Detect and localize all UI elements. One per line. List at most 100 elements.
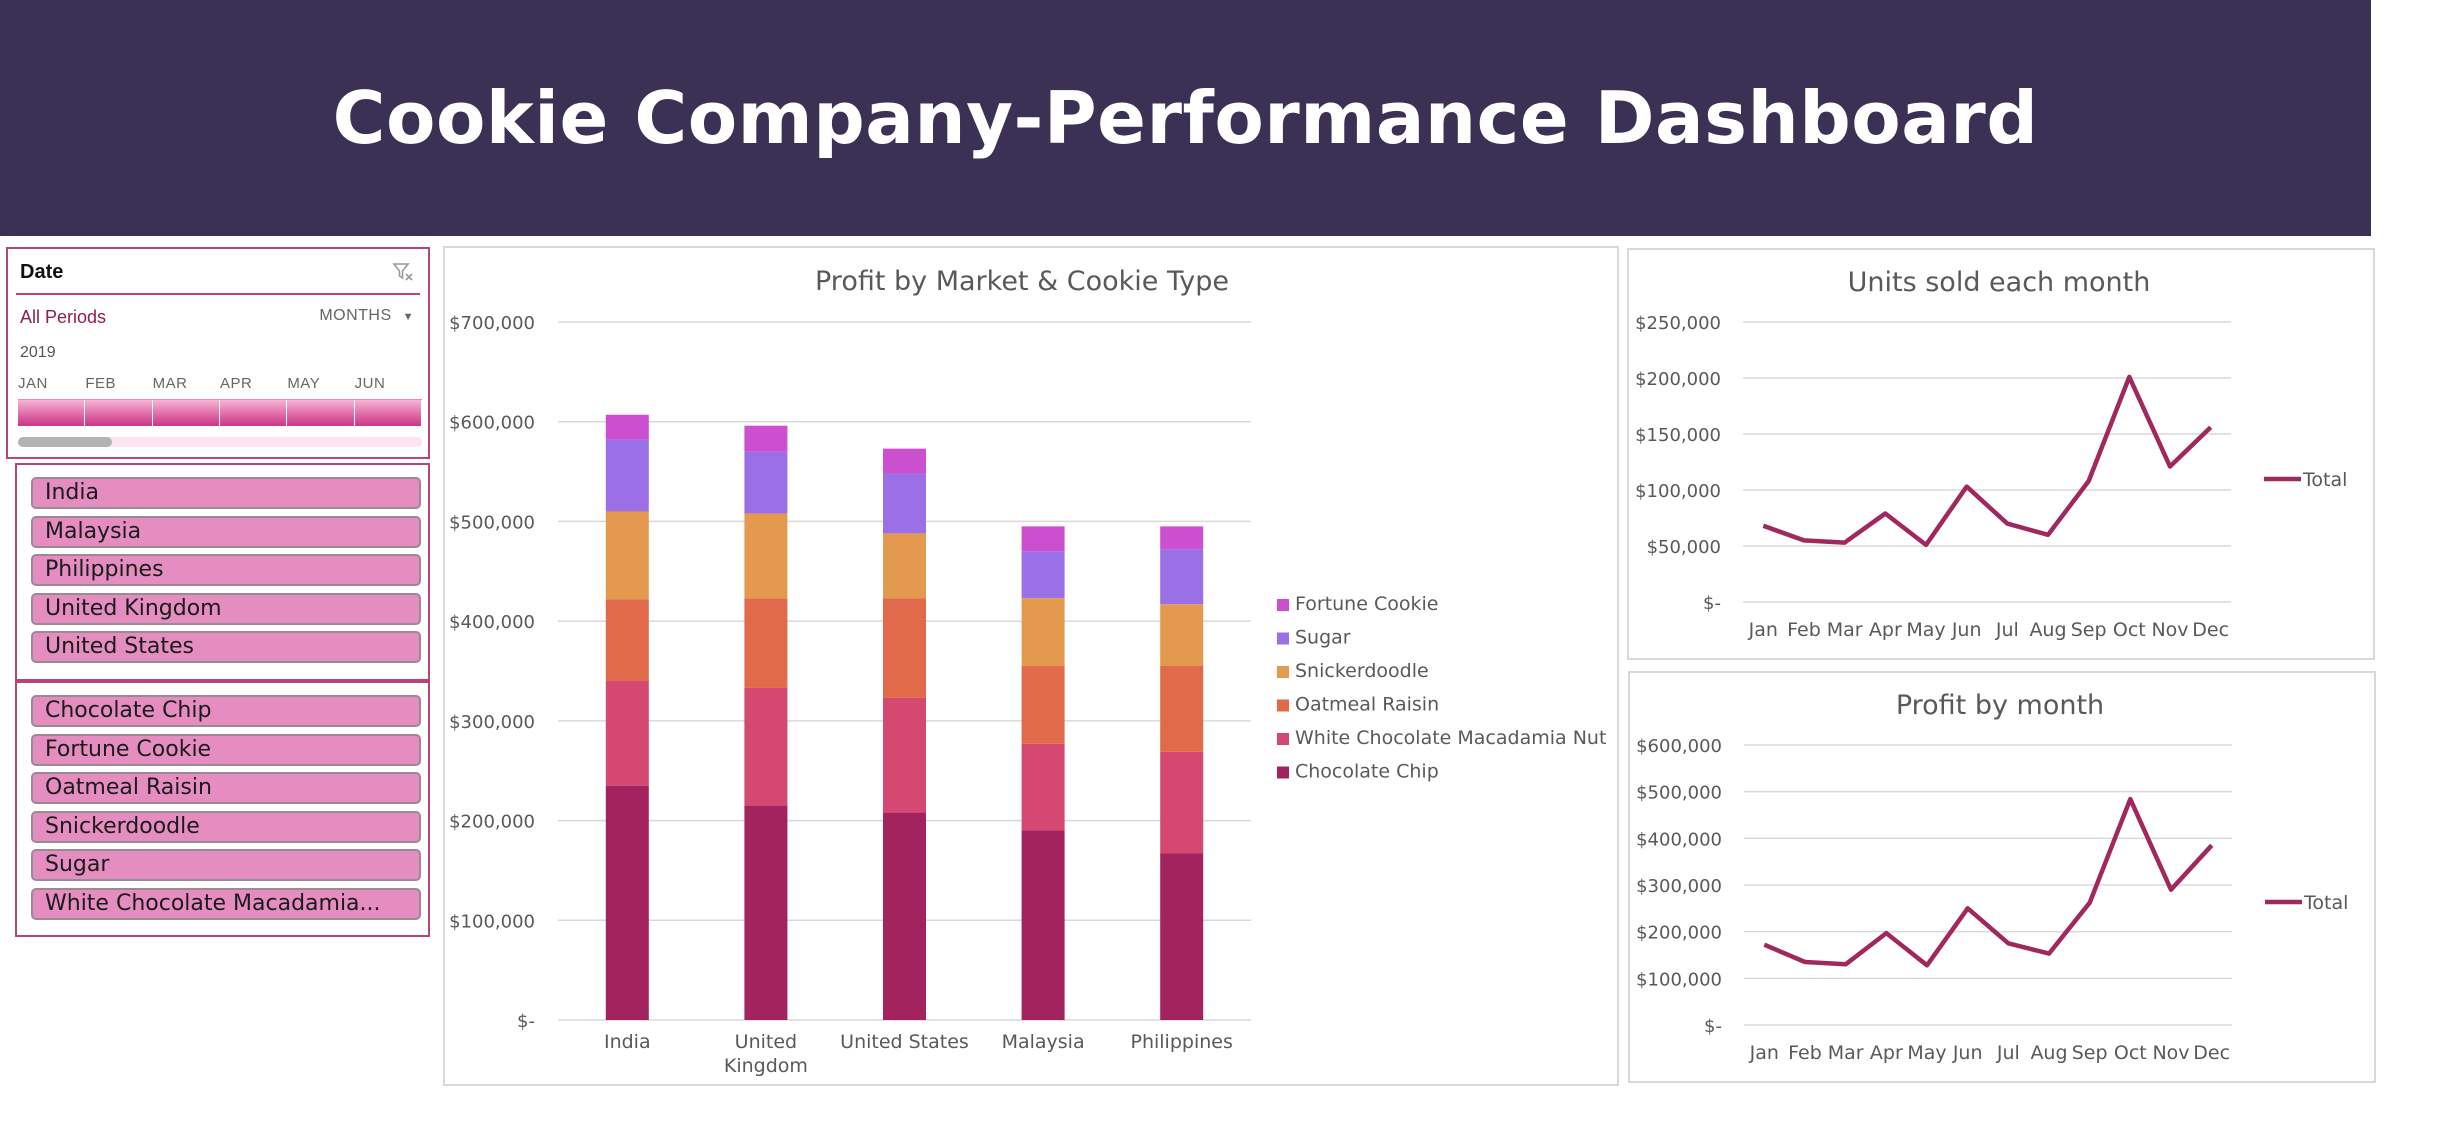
timeline-scroll-thumb[interactable] bbox=[18, 437, 112, 447]
slicer-item-united-states[interactable]: United States bbox=[31, 631, 421, 663]
month-label: APR bbox=[219, 375, 253, 392]
slicer-item-india[interactable]: India bbox=[31, 477, 421, 509]
x-tick-label: Malaysia bbox=[1002, 1031, 1085, 1053]
bar-segment bbox=[883, 448, 926, 474]
legend-label: Snickerdoodle bbox=[1295, 660, 1429, 682]
slicer-item-united-kingdom[interactable]: United Kingdom bbox=[31, 592, 421, 625]
bar-segment bbox=[1160, 549, 1204, 605]
x-tick-label: Jun bbox=[1951, 619, 1982, 641]
timeline-period-apr[interactable] bbox=[219, 400, 288, 426]
chart-title: Profit by Market & Cookie Type bbox=[815, 266, 1229, 297]
timeline-period-feb[interactable] bbox=[85, 400, 153, 426]
timeline-year: 2019 bbox=[20, 344, 56, 361]
bar-segment bbox=[605, 599, 649, 681]
y-tick-label: $200,000 bbox=[1635, 369, 1721, 390]
dashboard-header: Cookie Company-Performance Dashboard bbox=[0, 0, 2371, 236]
bar-segment bbox=[605, 414, 649, 440]
timeline-period-mar[interactable] bbox=[152, 400, 220, 426]
x-tick-label: Dec bbox=[2193, 1042, 2230, 1064]
legend-label: Fortune Cookie bbox=[1295, 593, 1438, 615]
x-tick-label: Jan bbox=[1749, 1042, 1779, 1064]
bar-segment bbox=[1021, 551, 1065, 599]
y-tick-label: $- bbox=[1704, 1016, 1722, 1037]
bar-segment bbox=[1021, 743, 1065, 831]
legend-label: Total bbox=[2303, 892, 2348, 914]
month-label: FEB bbox=[85, 375, 117, 392]
series-line bbox=[1763, 796, 2214, 968]
timeline-period-jun[interactable] bbox=[354, 400, 422, 426]
x-tick-label: Mar bbox=[1827, 619, 1863, 641]
bar-segment bbox=[605, 439, 649, 512]
profit-by-market-svg: Profit by Market & Cookie Type $- $100,000… bbox=[449, 266, 1606, 1077]
y-tick-label: $50,000 bbox=[1647, 537, 1721, 558]
caret-down-icon: ▼ bbox=[402, 311, 414, 323]
timeline-period-jan[interactable] bbox=[18, 400, 86, 426]
bar-segment bbox=[744, 687, 788, 806]
all-periods-label: All Periods bbox=[20, 307, 107, 327]
legend-swatch bbox=[1277, 599, 1289, 611]
slicer-item-philippines[interactable]: Philippines bbox=[31, 554, 421, 586]
y-tick-label: $100,000 bbox=[449, 911, 535, 932]
profit-by-month-chart: Profit by month $- $100,000 $200,000 $300,00… bbox=[1628, 671, 2376, 1083]
y-tick-label: $500,000 bbox=[449, 512, 535, 533]
timeline-divider bbox=[16, 293, 420, 295]
x-tick-label: Nov bbox=[2152, 1042, 2189, 1064]
y-tick-label: $600,000 bbox=[449, 413, 535, 434]
month-label: JAN bbox=[18, 375, 48, 392]
product-slicer: Chocolate Chip Fortune Cookie Oatmeal Ra… bbox=[15, 681, 430, 937]
legend-label: Total bbox=[2302, 469, 2347, 491]
legend-label: Oatmeal Raisin bbox=[1295, 694, 1439, 716]
y-tick-label: $400,000 bbox=[1636, 829, 1722, 850]
y-tick-label: $300,000 bbox=[1636, 876, 1722, 897]
slicer-item-fortune-cookie[interactable]: Fortune Cookie bbox=[31, 733, 421, 766]
bar-segment bbox=[605, 511, 649, 600]
x-tick-label: Jan bbox=[1748, 619, 1778, 641]
bar-segment bbox=[1021, 666, 1065, 744]
timeline-period-may[interactable] bbox=[287, 400, 355, 426]
slicer-item-white-chocolate-macadamia[interactable]: White Chocolate Macadamia... bbox=[31, 887, 421, 920]
bar-segment bbox=[605, 785, 649, 1020]
timeline-scroll-track[interactable] bbox=[18, 437, 422, 447]
date-timeline-slicer[interactable]: Date All Periods MONTHS ▼ 2019 JAN FEB M… bbox=[6, 247, 430, 459]
x-tick-label: Sep bbox=[2071, 619, 2107, 641]
slicer-item-snickerdoodle[interactable]: Snickerdoodle bbox=[31, 810, 421, 843]
time-level-label: MONTHS bbox=[319, 307, 392, 324]
clear-filter-icon[interactable] bbox=[392, 261, 414, 283]
x-tick-label: Aug bbox=[2030, 1042, 2067, 1064]
bar-segment bbox=[1160, 604, 1204, 667]
time-level-dropdown[interactable]: MONTHS ▼ bbox=[319, 307, 414, 325]
y-tick-label: $400,000 bbox=[449, 612, 535, 633]
y-tick-label: $600,000 bbox=[1636, 736, 1722, 757]
x-tick-label: Oct bbox=[2114, 1042, 2147, 1064]
legend-label: Sugar bbox=[1295, 627, 1351, 649]
chart-title: Units sold each month bbox=[1848, 267, 2151, 298]
month-label: MAR bbox=[152, 375, 188, 392]
x-tick-label: Aug bbox=[2029, 619, 2066, 641]
bar-segment bbox=[1021, 598, 1065, 667]
bar-segment bbox=[1160, 666, 1204, 752]
bar-segment bbox=[1160, 751, 1204, 854]
profit-by-market-chart: Profit by Market & Cookie Type $- $100,000… bbox=[443, 246, 1619, 1086]
y-tick-label: $200,000 bbox=[1636, 923, 1722, 944]
x-tick-label: Jul bbox=[1996, 1042, 2020, 1064]
x-tick-label: Nov bbox=[2151, 619, 2188, 641]
slicer-item-chocolate-chip[interactable]: Chocolate Chip bbox=[31, 695, 421, 727]
slicer-item-malaysia[interactable]: Malaysia bbox=[31, 515, 421, 548]
month-label: MAY bbox=[287, 375, 321, 392]
legend-swatch bbox=[1277, 666, 1289, 678]
legend-swatch bbox=[1277, 632, 1289, 645]
legend-swatch bbox=[1277, 699, 1289, 712]
x-tick-label: Oct bbox=[2113, 619, 2146, 641]
bar-segment bbox=[883, 473, 926, 534]
bar-segment bbox=[744, 805, 788, 1020]
y-tick-label: $- bbox=[1703, 593, 1721, 614]
bar-segment bbox=[883, 598, 926, 698]
timeline-period-bar[interactable] bbox=[18, 399, 422, 426]
legend-label: Chocolate Chip bbox=[1295, 761, 1439, 783]
legend-swatch bbox=[1277, 733, 1289, 745]
slicer-item-oatmeal-raisin[interactable]: Oatmeal Raisin bbox=[31, 772, 421, 804]
y-tick-label: $100,000 bbox=[1635, 481, 1721, 502]
x-tick-label: Apr bbox=[1870, 1042, 1903, 1064]
x-tick-label: May bbox=[1906, 619, 1945, 641]
slicer-item-sugar[interactable]: Sugar bbox=[31, 849, 421, 881]
